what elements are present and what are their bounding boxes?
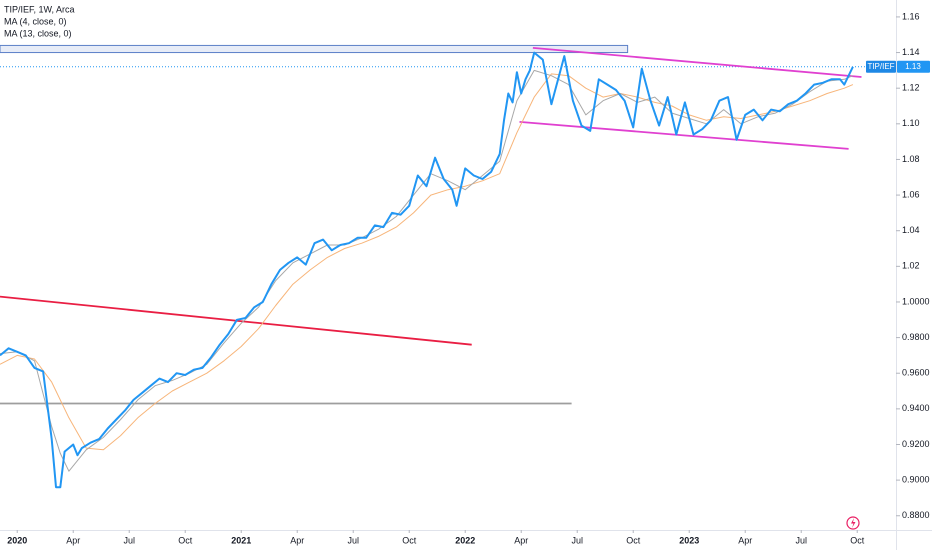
y-tick-label: 0.9400: [902, 403, 930, 413]
y-tick-label: 1.10: [902, 118, 920, 128]
series-line: [0, 73, 854, 451]
series-tag-label: TIP/IEF: [867, 62, 894, 71]
y-tick-label: 0.9000: [902, 474, 930, 484]
price-tag: [897, 60, 930, 73]
x-tick-label: Apr: [514, 535, 528, 545]
series-tag: [866, 60, 896, 73]
legend-entry: MA (4, close, 0): [4, 16, 67, 26]
y-tick-label: 1.04: [902, 225, 920, 235]
x-tick-label: 2023: [679, 535, 699, 545]
chart-title: TIP/IEF, 1W, Arca: [4, 4, 75, 14]
series-line: [0, 69, 854, 472]
y-tick-label: 0.9200: [902, 439, 930, 449]
y-tick-label: 0.9800: [902, 332, 930, 342]
x-tick-label: Apr: [738, 535, 752, 545]
y-tick-label: 1.0000: [902, 296, 930, 306]
x-tick-label: Jul: [571, 535, 583, 545]
y-tick-label: 1.02: [902, 261, 920, 271]
trend-line: [519, 121, 849, 150]
series-line: [0, 51, 854, 489]
y-tick-label: 0.8800: [902, 510, 930, 520]
x-tick-label: 2022: [455, 535, 475, 545]
x-tick-label: Apr: [66, 535, 80, 545]
x-tick-label: Jul: [123, 535, 135, 545]
alert-icon: [846, 516, 860, 530]
legend-entry: MA (13, close, 0): [4, 28, 72, 38]
price-tag-label: 1.13: [905, 62, 921, 71]
y-tick-label: 1.14: [902, 47, 920, 57]
x-tick-label: Oct: [850, 535, 865, 545]
x-tick-label: 2020: [7, 535, 27, 545]
zone: [0, 44, 629, 54]
y-tick-label: 1.12: [902, 83, 920, 93]
trend-line: [532, 47, 862, 78]
x-tick-label: Oct: [626, 535, 641, 545]
x-tick-label: Jul: [347, 535, 359, 545]
x-tick-label: Apr: [290, 535, 304, 545]
y-tick-label: 1.08: [902, 154, 920, 164]
x-tick-label: Jul: [795, 535, 807, 545]
x-tick-label: Oct: [178, 535, 193, 545]
y-tick-label: 1.16: [902, 11, 920, 21]
x-tick-label: Oct: [402, 535, 417, 545]
plot: [0, 44, 896, 489]
x-tick-label: 2021: [231, 535, 251, 545]
y-tick-label: 1.06: [902, 189, 920, 199]
y-tick-label: 0.9600: [902, 368, 930, 378]
